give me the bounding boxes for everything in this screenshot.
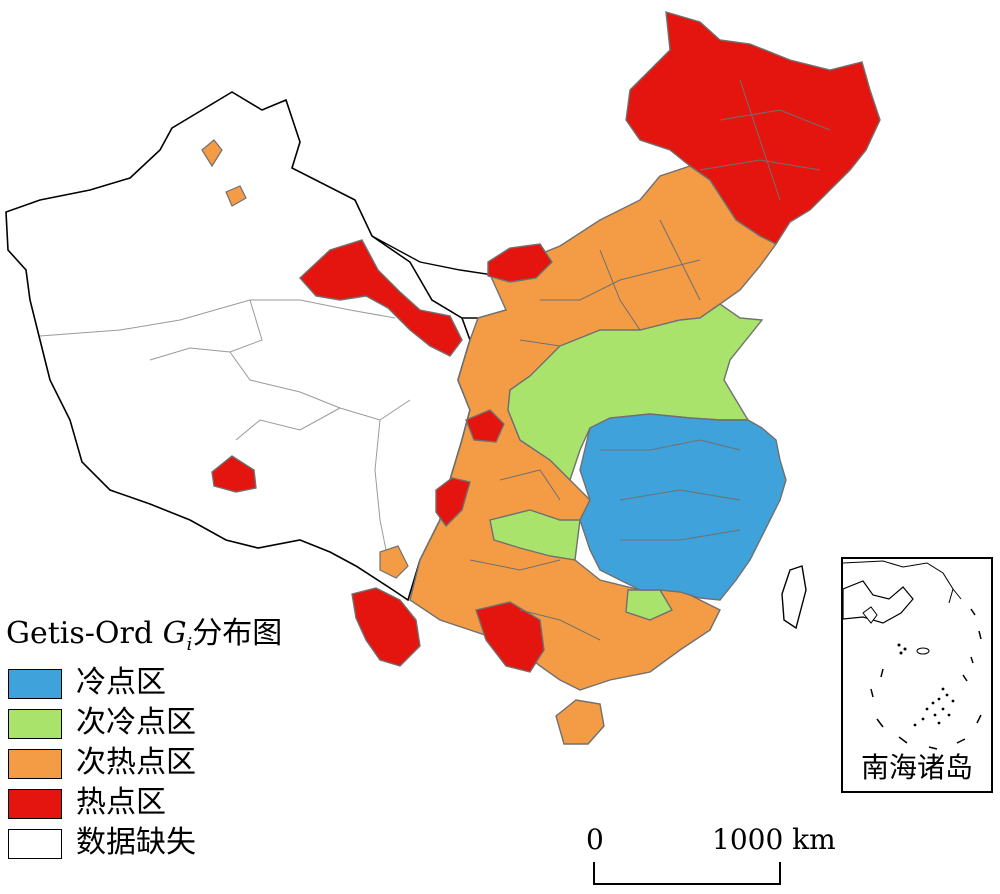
legend-item-sub-cold: 次冷点区 bbox=[6, 703, 336, 743]
county-lines bbox=[469, 79, 831, 641]
region-sub-hot-xinjiang-2 bbox=[225, 185, 247, 207]
legend-label-missing: 数据缺失 bbox=[76, 825, 196, 860]
scale-end-label: 1000 km bbox=[712, 823, 836, 856]
legend-swatch-sub-hot bbox=[8, 749, 62, 779]
region-sub-cold-south bbox=[489, 509, 581, 561]
legend-swatch-hot bbox=[8, 789, 62, 819]
legend-swatch-cold bbox=[8, 669, 62, 699]
region-missing-west bbox=[5, 91, 471, 602]
inset-map bbox=[843, 560, 982, 750]
legend-label-hot: 热点区 bbox=[76, 785, 166, 820]
scale-bar bbox=[593, 862, 781, 885]
region-hot-guangxi bbox=[475, 601, 545, 673]
region-hot-north bbox=[487, 243, 553, 283]
region-hot-sichuan-south bbox=[435, 477, 471, 528]
region-taiwan bbox=[781, 565, 807, 630]
legend-label-cold: 冷点区 bbox=[76, 665, 166, 700]
legend-title-subscript: i bbox=[186, 634, 193, 655]
region-hot-sichuan bbox=[465, 409, 505, 443]
region-sub-hot-yunnan bbox=[379, 545, 409, 579]
region-hot-northeast bbox=[625, 11, 881, 245]
legend-title-prefix: Getis-Ord bbox=[6, 616, 163, 651]
legend-label-sub-cold: 次冷点区 bbox=[76, 705, 196, 740]
region-hainan bbox=[555, 699, 605, 745]
legend-item-cold: 冷点区 bbox=[6, 663, 336, 703]
legend-item-hot: 热点区 bbox=[6, 783, 336, 823]
region-hot-tibet bbox=[211, 455, 257, 493]
legend-title-g: G bbox=[162, 616, 187, 651]
legend-swatch-missing bbox=[8, 829, 62, 859]
legend-title: Getis-Ord Gi分布图 bbox=[6, 616, 336, 663]
region-hot-yunnan bbox=[351, 587, 421, 667]
legend-title-suffix: 分布图 bbox=[192, 616, 283, 651]
border-lines-west bbox=[39, 299, 411, 561]
legend-item-sub-hot: 次热点区 bbox=[6, 743, 336, 783]
inset-label: 南海诸岛 bbox=[860, 751, 973, 784]
south-china-sea-inset: 南海诸岛 bbox=[841, 557, 993, 793]
region-cold bbox=[579, 413, 787, 601]
legend-label-sub-hot: 次热点区 bbox=[76, 745, 196, 780]
scale-start-label: 0 bbox=[586, 823, 604, 856]
legend-swatch-sub-cold bbox=[8, 709, 62, 739]
region-hot-gansu bbox=[299, 239, 463, 357]
legend-title-symbol: Gi bbox=[162, 616, 193, 655]
legend-item-missing: 数据缺失 bbox=[6, 823, 336, 863]
region-sub-hot-xinjiang-1 bbox=[201, 139, 223, 168]
legend: Getis-Ord Gi分布图 冷点区 次冷点区 次热点区 热点区 数据缺失 bbox=[6, 616, 336, 863]
